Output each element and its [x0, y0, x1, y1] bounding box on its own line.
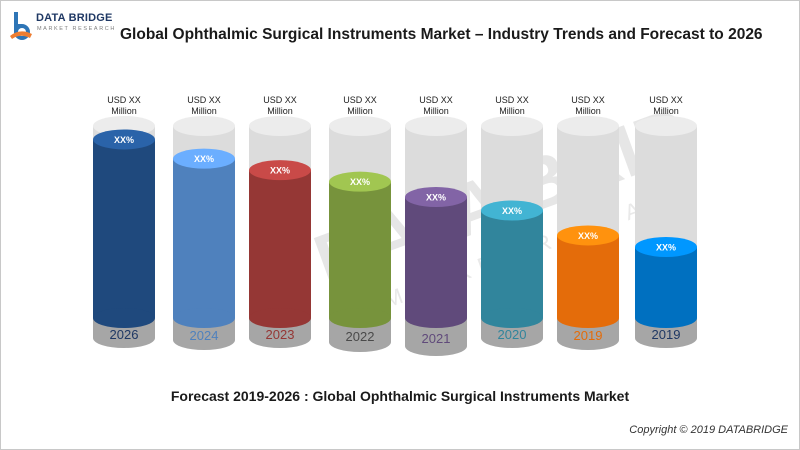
bar-value-unit-label: Million	[267, 106, 293, 116]
bar-percent-label: XX%	[114, 135, 134, 145]
bar-value-label: USD XX	[495, 95, 529, 105]
bar-value-unit-label: Million	[423, 106, 449, 116]
category-label: 2021	[422, 331, 451, 346]
cylinder-ghost-top	[173, 116, 235, 136]
bar-bottom-ellipse	[557, 308, 619, 328]
data-bridge-logo: DATA BRIDGE MARKET RESEARCH	[8, 10, 118, 44]
bar-cap	[173, 148, 235, 169]
bar-value-label: USD XX	[107, 95, 141, 105]
bar-bottom-ellipse	[329, 308, 391, 328]
bar-cap	[635, 236, 697, 257]
bar-value-label: USD XX	[187, 95, 221, 105]
bar	[557, 235, 619, 318]
cylinder-ghost-top	[329, 116, 391, 136]
cylinder-ghost-top	[481, 116, 543, 136]
bar-bottom-ellipse	[635, 308, 697, 328]
bar-percent-label: XX%	[656, 242, 676, 252]
bar-percent-label: XX%	[270, 166, 290, 176]
chart-subtitle: Forecast 2019-2026 : Global Ophthalmic S…	[170, 388, 630, 404]
category-label: 2019	[574, 328, 603, 343]
bar	[173, 158, 235, 318]
cylinder-base-bottom	[405, 336, 467, 356]
cylinder-ghost-top	[635, 116, 697, 136]
bar	[635, 246, 697, 318]
cylinder-base-bottom	[635, 328, 697, 348]
category-label: 2024	[190, 328, 219, 343]
bar	[481, 210, 543, 318]
bar	[329, 181, 391, 318]
cylinder-base-bottom	[481, 328, 543, 348]
bar-cap	[405, 187, 467, 208]
chart-title: Global Ophthalmic Surgical Instruments M…	[120, 26, 763, 43]
bar-value-label: USD XX	[419, 95, 453, 105]
category-label: 2020	[498, 327, 527, 342]
category-label: 2019	[652, 327, 681, 342]
bar-value-unit-label: Million	[191, 106, 217, 116]
cylinder-base-bottom	[329, 332, 391, 352]
bar	[249, 170, 311, 318]
cylinder-ghost-top	[405, 116, 467, 136]
bar-cap	[93, 129, 155, 150]
bar-percent-label: XX%	[426, 193, 446, 203]
cylinder-base-bottom	[249, 328, 311, 348]
bar-cap	[557, 225, 619, 246]
bar-value-unit-label: Million	[653, 106, 679, 116]
bar-cap	[249, 160, 311, 181]
cylinder-ghost-top	[557, 116, 619, 136]
bar-bottom-ellipse	[93, 308, 155, 328]
bar-percent-label: XX%	[350, 177, 370, 187]
bar-value-label: USD XX	[649, 95, 683, 105]
bar-value-unit-label: Million	[347, 106, 373, 116]
bar-percent-label: XX%	[194, 154, 214, 164]
bar-cap	[481, 200, 543, 221]
bar-bottom-ellipse	[173, 308, 235, 328]
category-label: 2026	[110, 327, 139, 342]
bar-cap	[329, 171, 391, 192]
bar-value-label: USD XX	[343, 95, 377, 105]
cylinder-ghost-top	[249, 116, 311, 136]
logo-wordmark: DATA BRIDGE	[36, 12, 113, 24]
bar-percent-label: XX%	[502, 206, 522, 216]
logo-tagline: MARKET RESEARCH	[37, 26, 116, 32]
bar-bottom-ellipse	[481, 308, 543, 328]
bar-percent-label: XX%	[578, 231, 598, 241]
bar-value-label: USD XX	[571, 95, 605, 105]
bar-bottom-ellipse	[249, 308, 311, 328]
logo-mark-icon	[10, 12, 32, 40]
bar-value-label: USD XX	[263, 95, 297, 105]
bar-value-unit-label: Million	[575, 106, 601, 116]
bar-bottom-ellipse	[405, 308, 467, 328]
category-label: 2023	[266, 327, 295, 342]
cylinder-base-bottom	[93, 328, 155, 348]
bar	[405, 197, 467, 318]
cylinder-base-bottom	[557, 330, 619, 350]
category-label: 2022	[346, 329, 375, 344]
bar-value-unit-label: Million	[111, 106, 137, 116]
cylinder-base-bottom	[173, 330, 235, 350]
bar	[93, 139, 155, 318]
copyright-notice: Copyright © 2019 DATABRIDGE	[629, 424, 788, 436]
bar-value-unit-label: Million	[499, 106, 525, 116]
